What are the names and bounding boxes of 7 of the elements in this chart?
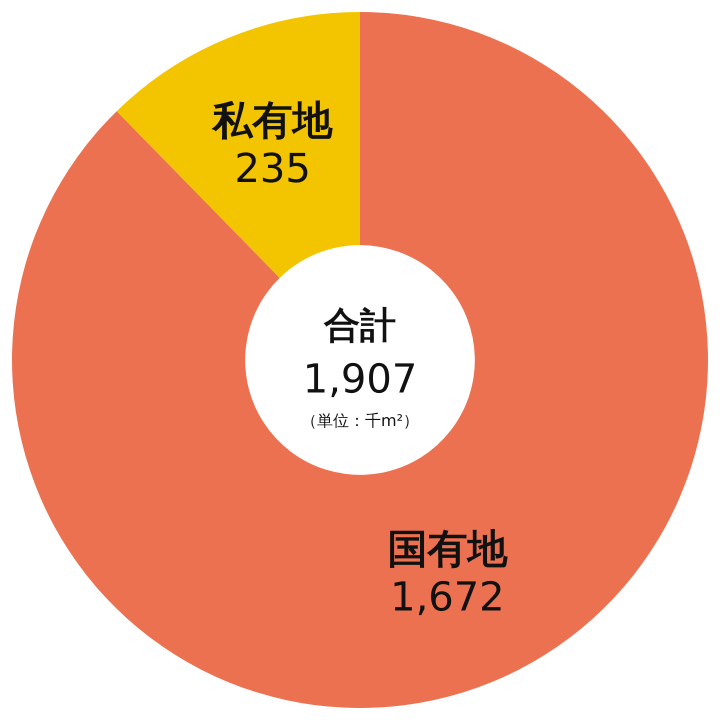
- text: 1,907: [302, 356, 418, 402]
- data-label: 235: [234, 146, 311, 192]
- data-label: 1,672: [390, 574, 505, 621]
- text: （単位：千m²）: [301, 411, 419, 430]
- slice-label: 私有地: [210, 98, 334, 144]
- slice-label: 国有地: [387, 526, 508, 573]
- text: 合計: [323, 305, 396, 346]
